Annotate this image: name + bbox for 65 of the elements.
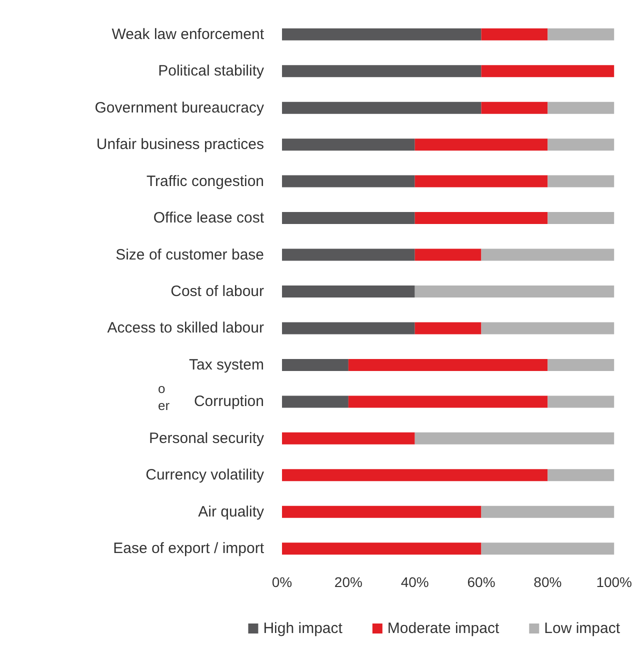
bar — [481, 102, 548, 114]
y-tick-label: Size of customer base — [116, 246, 264, 264]
bar — [481, 506, 614, 518]
y-tick-label: Access to skilled labour — [107, 320, 264, 337]
bar — [282, 175, 415, 188]
bar — [282, 212, 415, 224]
y-tick-label: Traffic congestion — [146, 172, 264, 190]
y-tick-label: Weak law enforcement — [112, 26, 265, 43]
bar — [548, 358, 614, 371]
y-tick-label: Tax system — [188, 356, 264, 374]
bar — [414, 248, 482, 261]
bar — [282, 65, 482, 78]
x-tick-label: 20% — [334, 574, 362, 590]
bar — [548, 28, 614, 40]
bar — [282, 138, 415, 151]
bar — [282, 542, 482, 555]
y-tick-label: Political stability — [158, 62, 264, 80]
y-tick-label: Office lease cost — [153, 210, 265, 227]
x-tick-label: 100% — [596, 574, 632, 590]
bar — [414, 286, 614, 298]
bar — [282, 469, 548, 482]
x-tick-label: 80% — [534, 574, 562, 590]
text: er — [158, 398, 170, 413]
y-tick-label: Ease of export / import — [113, 540, 265, 558]
bar — [481, 28, 548, 40]
bar — [548, 469, 614, 482]
bar — [548, 396, 614, 408]
bar — [282, 248, 415, 261]
bar — [481, 65, 614, 78]
y-tick-label: Unfair business practices — [96, 136, 264, 154]
x-tick-label: 0% — [272, 574, 292, 590]
bar — [282, 432, 415, 444]
bar — [282, 102, 482, 114]
bar — [548, 138, 614, 151]
bar — [481, 322, 614, 334]
bar — [414, 322, 482, 334]
bar — [414, 138, 548, 151]
y-tick-label: Air quality — [198, 503, 264, 520]
y-tick-label: Corruption — [194, 393, 264, 410]
bar — [548, 212, 614, 224]
bar — [548, 102, 614, 114]
bar — [282, 322, 415, 334]
bar — [414, 175, 548, 188]
text: o — [158, 381, 166, 396]
bar — [282, 396, 348, 408]
bar — [282, 286, 415, 298]
x-tick-label: 40% — [400, 574, 429, 590]
legend-label: Moderate impact — [387, 620, 500, 637]
bar — [348, 396, 548, 408]
y-tick-label: Currency volatility — [146, 466, 264, 484]
bar — [414, 432, 614, 444]
bar — [548, 175, 614, 188]
y-tick-label: Government bureaucracy — [94, 99, 264, 116]
y-tick-label: Cost of labour — [170, 283, 264, 300]
bar — [348, 358, 548, 371]
bar — [481, 542, 614, 555]
bar — [414, 212, 548, 224]
bar — [481, 248, 614, 261]
y-tick-label: Personal security — [148, 430, 264, 447]
bar — [282, 28, 482, 40]
bar — [282, 358, 348, 371]
legend-label: Low impact — [544, 620, 621, 637]
bar — [282, 506, 482, 518]
legend-label: High impact — [263, 620, 344, 637]
x-tick-label: 60% — [467, 574, 496, 590]
